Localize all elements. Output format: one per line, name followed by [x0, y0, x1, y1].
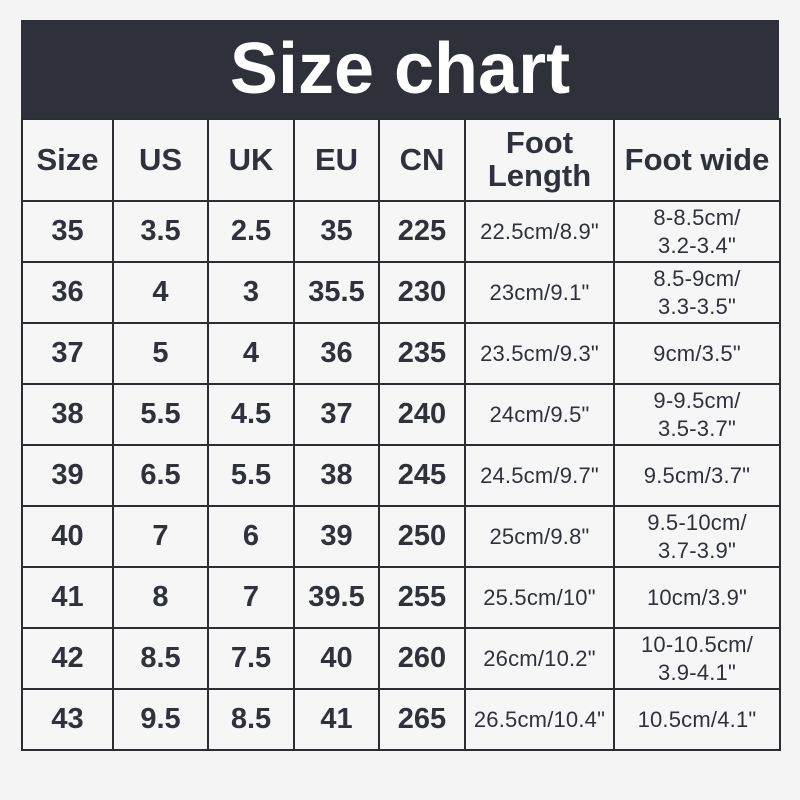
cell-foot_length: 22.5cm/8.9"	[464, 200, 615, 263]
cell-foot_wide: 10.5cm/4.1"	[613, 688, 781, 751]
column-header-uk: UK	[207, 118, 295, 202]
table-row: 37 5 4 36 235 23.5cm/9.3" 9cm/3.5"	[21, 322, 781, 385]
cell-cn: 240	[378, 383, 466, 446]
cell-foot_length: 24cm/9.5"	[464, 383, 615, 446]
cell-foot_length: 25cm/9.8"	[464, 505, 615, 568]
cell-uk: 7.5	[207, 627, 295, 690]
column-header-size: Size	[21, 118, 114, 202]
cell-foot_wide: 9.5-10cm/ 3.7-3.9"	[613, 505, 781, 568]
cell-uk: 4.5	[207, 383, 295, 446]
table-row: 35 3.5 2.5 35 225 22.5cm/8.9" 8-8.5cm/ 3.2-3.4…	[21, 200, 781, 263]
cell-size: 37	[21, 322, 114, 385]
cell-cn: 265	[378, 688, 466, 751]
table-row: 43 9.5 8.5 41 265 26.5cm/10.4" 10.5cm/4.1"	[21, 688, 781, 751]
cell-size: 43	[21, 688, 114, 751]
cell-uk: 4	[207, 322, 295, 385]
column-header-cn: CN	[378, 118, 466, 202]
cell-size: 36	[21, 261, 114, 324]
size-chart: Size chart Size US UK EU CN Foot Length …	[21, 20, 781, 751]
cell-uk: 2.5	[207, 200, 295, 263]
cell-size: 39	[21, 444, 114, 507]
cell-eu: 39.5	[293, 566, 380, 629]
cell-size: 41	[21, 566, 114, 629]
cell-uk: 5.5	[207, 444, 295, 507]
cell-us: 5.5	[112, 383, 209, 446]
cell-us: 8	[112, 566, 209, 629]
title-bar: Size chart	[21, 20, 779, 118]
table-row: 36 4 3 35.5 230 23cm/9.1" 8.5-9cm/ 3.3-3.5"	[21, 261, 781, 324]
cell-cn: 260	[378, 627, 466, 690]
cell-foot_wide: 10cm/3.9"	[613, 566, 781, 629]
cell-cn: 230	[378, 261, 466, 324]
cell-eu: 35.5	[293, 261, 380, 324]
cell-foot_length: 25.5cm/10"	[464, 566, 615, 629]
cell-us: 7	[112, 505, 209, 568]
table-row: 42 8.5 7.5 40 260 26cm/10.2" 10-10.5cm/ 3.9-4.…	[21, 627, 781, 690]
cell-size: 38	[21, 383, 114, 446]
page-title: Size chart	[229, 29, 571, 109]
cell-us: 8.5	[112, 627, 209, 690]
cell-eu: 40	[293, 627, 380, 690]
cell-eu: 35	[293, 200, 380, 263]
table-row: 41 8 7 39.5 255 25.5cm/10" 10cm/3.9"	[21, 566, 781, 629]
cell-foot_wide: 9.5cm/3.7"	[613, 444, 781, 507]
cell-eu: 38	[293, 444, 380, 507]
cell-foot_length: 26.5cm/10.4"	[464, 688, 615, 751]
cell-us: 6.5	[112, 444, 209, 507]
table-row: 40 7 6 39 250 25cm/9.8" 9.5-10cm/ 3.7-3.9"	[21, 505, 781, 568]
cell-foot_length: 26cm/10.2"	[464, 627, 615, 690]
cell-foot_wide: 8.5-9cm/ 3.3-3.5"	[613, 261, 781, 324]
cell-eu: 37	[293, 383, 380, 446]
cell-uk: 8.5	[207, 688, 295, 751]
cell-foot_wide: 8-8.5cm/ 3.2-3.4"	[613, 200, 781, 263]
column-header-foot-wide: Foot wide	[613, 118, 781, 202]
cell-eu: 39	[293, 505, 380, 568]
cell-foot_wide: 9-9.5cm/ 3.5-3.7"	[613, 383, 781, 446]
cell-cn: 255	[378, 566, 466, 629]
cell-eu: 36	[293, 322, 380, 385]
cell-uk: 6	[207, 505, 295, 568]
column-header-eu: EU	[293, 118, 380, 202]
table-row: 38 5.5 4.5 37 240 24cm/9.5" 9-9.5cm/ 3.5-3.7"	[21, 383, 781, 446]
cell-eu: 41	[293, 688, 380, 751]
cell-uk: 7	[207, 566, 295, 629]
cell-cn: 225	[378, 200, 466, 263]
column-header-foot-length: Foot Length	[464, 118, 615, 202]
cell-us: 9.5	[112, 688, 209, 751]
cell-size: 42	[21, 627, 114, 690]
cell-foot_length: 23cm/9.1"	[464, 261, 615, 324]
size-table: Size US UK EU CN Foot Length Foot wide 3…	[21, 118, 781, 751]
cell-foot_length: 24.5cm/9.7"	[464, 444, 615, 507]
cell-cn: 250	[378, 505, 466, 568]
cell-cn: 235	[378, 322, 466, 385]
column-header-us: US	[112, 118, 209, 202]
cell-us: 5	[112, 322, 209, 385]
cell-uk: 3	[207, 261, 295, 324]
table-header-row: Size US UK EU CN Foot Length Foot wide	[21, 118, 781, 202]
cell-size: 35	[21, 200, 114, 263]
cell-cn: 245	[378, 444, 466, 507]
cell-foot_wide: 9cm/3.5"	[613, 322, 781, 385]
cell-size: 40	[21, 505, 114, 568]
table-row: 39 6.5 5.5 38 245 24.5cm/9.7" 9.5cm/3.7"	[21, 444, 781, 507]
cell-us: 3.5	[112, 200, 209, 263]
cell-us: 4	[112, 261, 209, 324]
cell-foot_length: 23.5cm/9.3"	[464, 322, 615, 385]
cell-foot_wide: 10-10.5cm/ 3.9-4.1"	[613, 627, 781, 690]
